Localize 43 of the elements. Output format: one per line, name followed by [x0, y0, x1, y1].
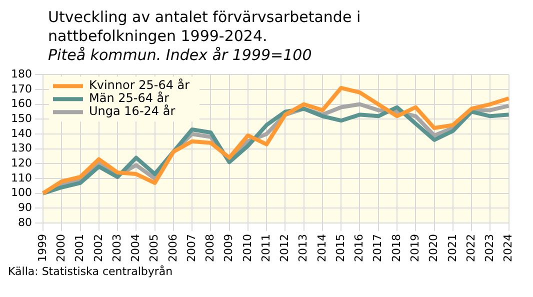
x-tick-label: 2019	[408, 234, 422, 262]
x-tick-label: 1999	[36, 234, 49, 262]
y-tick-label: 150	[10, 112, 32, 125]
x-tick-label: 2010	[240, 234, 254, 262]
x-tick-label: 2021	[446, 234, 459, 262]
x-tick-label: 2017	[371, 234, 384, 262]
x-tick-label: 2004	[129, 234, 142, 262]
x-tick-label: 2020	[427, 234, 440, 262]
x-tick-label: 2006	[166, 234, 180, 262]
x-tick-label: 2013	[296, 234, 310, 262]
x-tick-label: 2014	[315, 234, 328, 262]
x-tick-label: 2009	[222, 234, 236, 262]
x-tick-label: 2003	[110, 234, 124, 262]
y-tick-label: 140	[10, 126, 32, 140]
y-tick-label: 120	[10, 156, 32, 170]
legend-label: Kvinnor 25-64 år	[88, 78, 190, 92]
x-tick-label: 2002	[92, 234, 105, 262]
chart-subtitle: Piteå kommun. Index år 1999=100	[48, 46, 313, 65]
x-tick-label: 2018	[390, 234, 403, 262]
x-tick-label: 2024	[502, 234, 515, 262]
chart-title: Utveckling av antalet förvärvsarbetande i nattbefolkningen 1999-2024.	[48, 8, 362, 46]
x-tick-label: 2015	[334, 234, 347, 262]
y-tick-label: 100	[10, 186, 32, 200]
x-tick-label: 2008	[204, 234, 217, 262]
x-tick-label: 2005	[148, 234, 161, 262]
x-tick-label: 2007	[184, 234, 198, 262]
y-tick-label: 130	[10, 142, 32, 155]
y-tick-label: 110	[10, 171, 32, 184]
y-tick-label: 80	[18, 216, 32, 229]
y-tick-label: 170	[10, 82, 32, 96]
y-tick-label: 180	[10, 67, 32, 80]
y-tick-label: 90	[18, 201, 32, 214]
x-tick-label: 2023	[483, 234, 496, 262]
x-tick-label: 2022	[464, 234, 478, 262]
y-tick-label: 160	[10, 97, 32, 110]
legend-label: Unga 16-24 år	[88, 104, 176, 118]
x-tick-label: 2001	[73, 234, 86, 262]
legend-label: Män 25-64 år	[88, 91, 170, 106]
x-tick-label: 2000	[54, 234, 68, 262]
x-tick-label: 2016	[352, 234, 366, 262]
x-tick-label: 2012	[278, 234, 292, 262]
text: Källa: Statistiska centralbyrån	[8, 265, 174, 278]
x-tick-label: 2011	[259, 234, 272, 262]
